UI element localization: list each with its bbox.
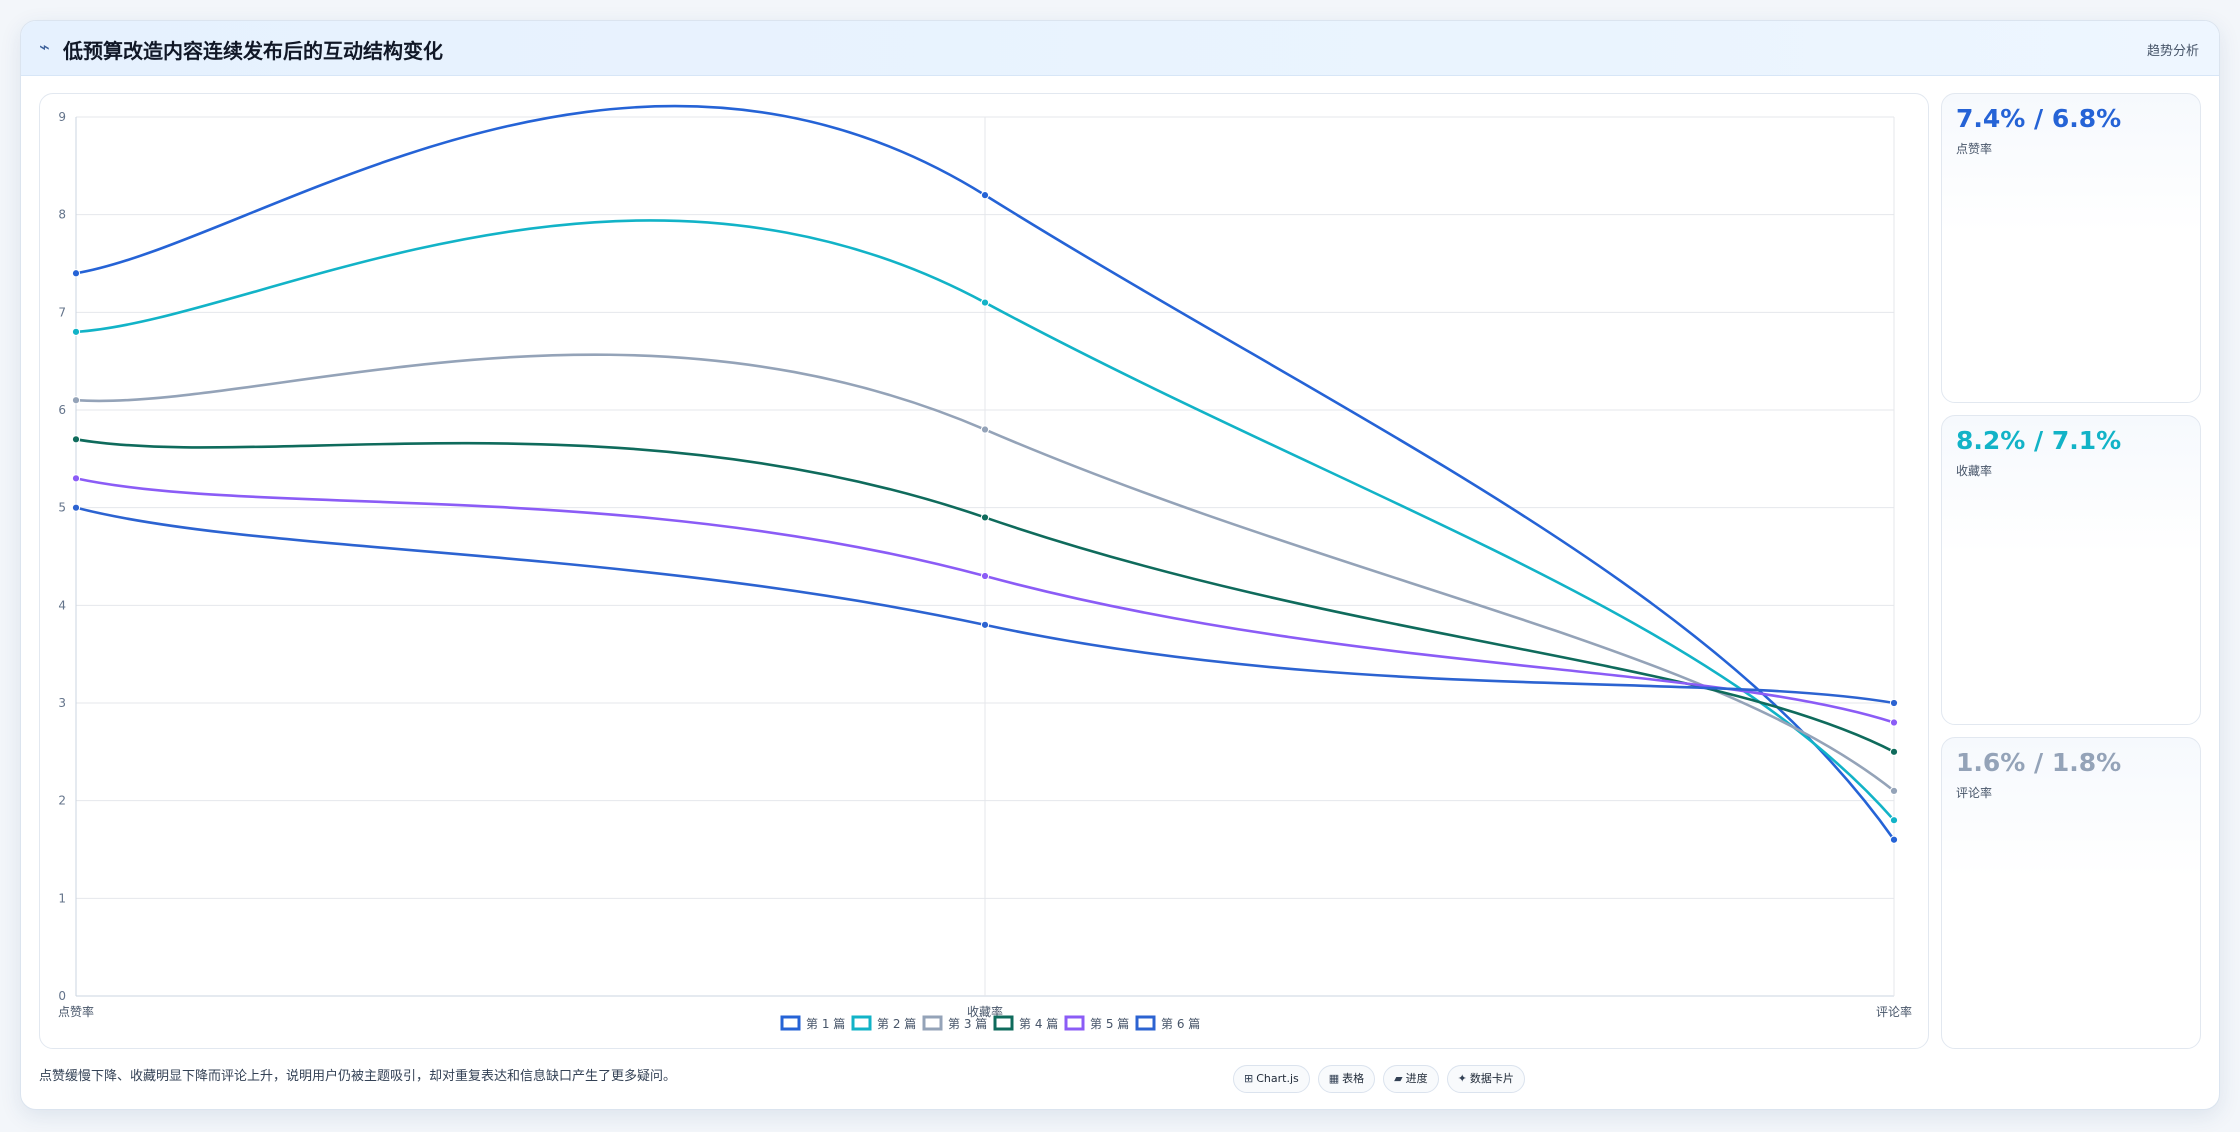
legend-label: 第 3 篇 <box>948 1016 987 1031</box>
data-point <box>1889 698 1899 708</box>
y-tick-label: 9 <box>58 110 66 124</box>
chip-data-card[interactable]: ✦ 数据卡片 <box>1446 1065 1525 1093</box>
data-point <box>71 474 81 483</box>
stat-value: 8.2% / 7.1% <box>1956 426 2122 455</box>
chip-label: 数据卡片 <box>1469 1072 1514 1085</box>
legend-label: 第 2 篇 <box>877 1016 916 1031</box>
footnote: 点赞缓慢下降、收藏明显下降而评论上升，说明用户仍被主题吸引，却对重复表达和信息缺… <box>39 1069 677 1084</box>
data-point <box>980 298 990 307</box>
card-header: ⌁ 低预算改造内容连续发布后的互动结构变化 趋势分析 <box>21 21 2219 76</box>
data-point <box>980 513 990 522</box>
chip-label: Chart.js <box>1256 1072 1299 1085</box>
legend-label: 第 5 篇 <box>1090 1016 1129 1031</box>
y-tick-label: 0 <box>58 989 66 1003</box>
legend-swatch <box>993 1015 1014 1031</box>
chip-table[interactable]: ▦ 表格 <box>1317 1065 1376 1093</box>
y-tick-label: 6 <box>58 403 66 417</box>
page-title: 低预算改造内容连续发布后的互动结构变化 <box>63 39 443 63</box>
chip-label: 表格 <box>1342 1072 1365 1085</box>
data-point <box>1889 835 1899 844</box>
legend-swatch <box>1135 1015 1156 1031</box>
y-tick-label: 3 <box>58 696 66 710</box>
x-tick-label: 点赞率 <box>58 1004 94 1019</box>
stat-value: 7.4% / 6.8% <box>1956 104 2122 133</box>
stat-card-favorite: 8.2% / 7.1% 收藏率 <box>1941 415 2201 725</box>
data-point <box>71 269 81 278</box>
x-tick-label: 收藏率 <box>967 1004 1003 1019</box>
data-point <box>1889 747 1899 756</box>
y-tick-label: 4 <box>58 598 66 612</box>
x-tick-label: 评论率 <box>1876 1004 1912 1019</box>
header-tag: 趋势分析 <box>2146 44 2199 59</box>
data-point <box>980 571 990 581</box>
stat-label: 收藏率 <box>1956 464 1993 478</box>
data-point <box>980 425 990 434</box>
chart-card: ⌁ 低预算改造内容连续发布后的互动结构变化 趋势分析 0 1 2 3 4 5 6 7 8 9 点赞率… <box>20 20 2220 1110</box>
y-tick-label: 7 <box>58 305 66 319</box>
legend-label: 第 6 篇 <box>1161 1016 1200 1031</box>
stat-label: 评论率 <box>1956 786 1993 800</box>
y-tick-label: 8 <box>58 208 66 222</box>
stat-value: 1.6% / 1.8% <box>1956 748 2122 777</box>
chip-label: 进度 <box>1405 1072 1428 1085</box>
feature-chips: ⊞ Chart.js ▦ 表格 ▰ 进度 ✦ 数据卡片 <box>1233 1065 1525 1093</box>
data-point <box>71 396 81 405</box>
data-point <box>1889 786 1899 796</box>
data-point <box>980 191 990 200</box>
table-icon: ▦ <box>1328 1072 1340 1085</box>
stat-label: 点赞率 <box>1956 142 1993 156</box>
chip-progress[interactable]: ▰ 进度 <box>1383 1065 1439 1093</box>
legend-swatch <box>922 1015 943 1031</box>
chip-chartjs[interactable]: ⊞ Chart.js <box>1233 1065 1310 1093</box>
data-point <box>71 503 81 512</box>
legend-label: 第 4 篇 <box>1019 1016 1058 1031</box>
legend-swatch <box>780 1015 801 1031</box>
data-point <box>1889 816 1899 825</box>
data-point <box>71 435 81 444</box>
chart-panel: 0 1 2 3 4 5 6 7 8 9 点赞率 收藏率 评论率第 1 篇 第 2 篇 第 3 篇 第 4 篇 第… <box>39 93 1929 1049</box>
y-tick-label: 2 <box>58 794 66 808</box>
y-tick-label: 5 <box>58 501 66 515</box>
legend-label: 第 1 篇 <box>806 1016 845 1031</box>
chart-icon: ⊞ <box>1244 1072 1254 1085</box>
sparkle-icon: ✦ <box>1457 1072 1467 1085</box>
legend-swatch <box>851 1015 872 1031</box>
progress-icon: ▰ <box>1394 1072 1403 1085</box>
trend-icon: ⌁ <box>39 37 50 58</box>
stat-card-like: 7.4% / 6.8% 点赞率 <box>1941 93 2201 403</box>
legend-swatch <box>1064 1015 1085 1031</box>
stat-card-comment: 1.6% / 1.8% 评论率 <box>1941 737 2201 1049</box>
data-point <box>980 620 990 629</box>
data-point <box>71 327 81 336</box>
y-tick-label: 1 <box>58 891 66 905</box>
data-point <box>1889 718 1899 727</box>
